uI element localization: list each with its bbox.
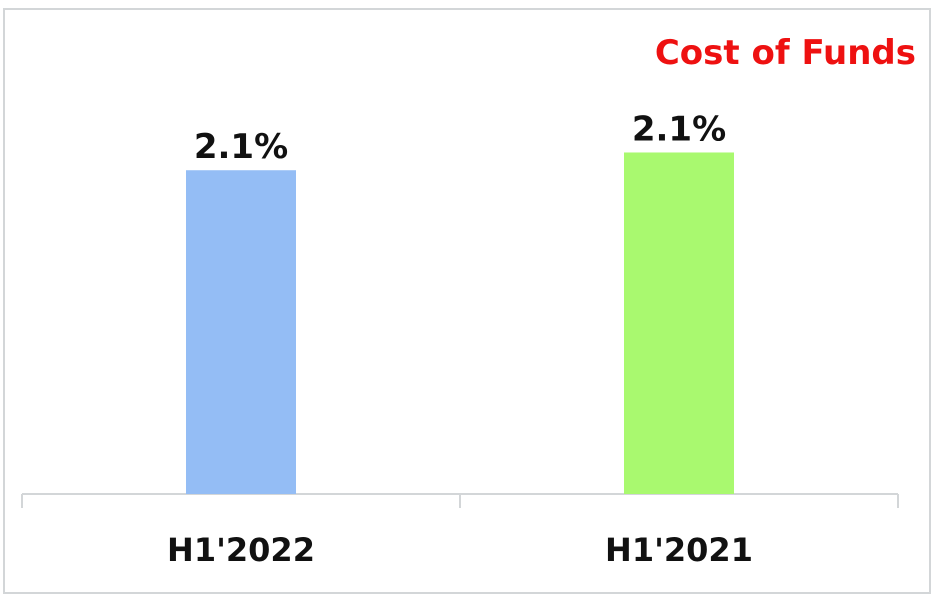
value-label: 2.1% [194,127,288,167]
x-tick-label: H1'2021 [605,531,753,569]
bar [624,152,734,494]
chart-frame [3,8,931,594]
bar [186,170,296,495]
value-label: 2.1% [632,109,726,149]
chart-title: Cost of Funds [655,33,916,73]
x-tick-label: H1'2022 [167,531,315,569]
